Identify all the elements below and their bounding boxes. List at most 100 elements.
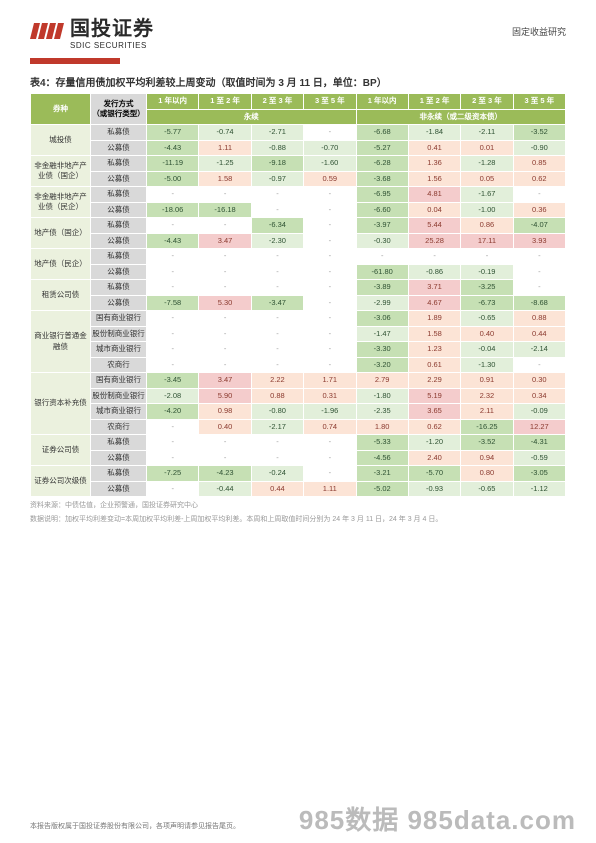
value-cell: 5.30 <box>199 295 251 311</box>
logo-en: SDIC SECURITIES <box>70 41 154 50</box>
value-cell: -4.43 <box>147 140 199 156</box>
value-cell: -1.28 <box>461 156 513 172</box>
value-cell: -1.30 <box>461 357 513 373</box>
value-cell: - <box>147 264 199 280</box>
value-cell: -5.02 <box>356 481 408 497</box>
value-cell: - <box>356 249 408 265</box>
value-cell: - <box>461 249 513 265</box>
value-cell: -7.58 <box>147 295 199 311</box>
value-cell: 1.89 <box>408 311 460 327</box>
value-cell: -5.33 <box>356 435 408 451</box>
value-cell: - <box>199 187 251 203</box>
value-cell: - <box>304 435 356 451</box>
value-cell: - <box>251 357 303 373</box>
subcategory-cell: 私募债 <box>91 249 147 265</box>
value-cell: -8.68 <box>513 295 565 311</box>
subcategory-cell: 股份制商业银行 <box>91 388 147 404</box>
table-row: 非金融非地产产 业债（民企）私募债-----6.954.81-1.67- <box>31 187 566 203</box>
logo-text: 国投证券 SDIC SECURITIES <box>70 12 154 50</box>
value-cell: -0.80 <box>251 404 303 420</box>
value-cell: -6.28 <box>356 156 408 172</box>
subcategory-cell: 国有商业银行 <box>91 311 147 327</box>
value-cell: - <box>513 264 565 280</box>
value-cell: - <box>251 249 303 265</box>
value-cell: -3.52 <box>513 125 565 141</box>
value-cell: -3.20 <box>356 357 408 373</box>
category-cell: 地产债（民企） <box>31 249 91 280</box>
value-cell: 0.86 <box>461 218 513 234</box>
table-source-note: 资料来源：中债估值，企业预警通，国投证券研究中心 <box>30 501 566 511</box>
category-cell: 非金融非地产产 业债（民企） <box>31 187 91 218</box>
value-cell: - <box>147 419 199 435</box>
table-data-note: 数据说明：加权平均利差变动=本周加权平均利差-上周加权平均利差。本周和上周取值时… <box>30 515 566 525</box>
value-cell: - <box>251 342 303 358</box>
header-accent-bar <box>30 58 120 64</box>
value-cell: - <box>147 311 199 327</box>
table-row: 城投债私募债-5.77-0.74-2.71--6.68-1.84-2.11-3.… <box>31 125 566 141</box>
subcategory-cell: 城市商业银行 <box>91 404 147 420</box>
value-cell: -0.09 <box>513 404 565 420</box>
value-cell: - <box>199 435 251 451</box>
category-cell: 证券公司次级债 <box>31 466 91 497</box>
value-cell: - <box>199 342 251 358</box>
value-cell: -1.20 <box>408 435 460 451</box>
table-row: 租赁公司债私募债-----3.893.71-3.25- <box>31 280 566 296</box>
value-cell: - <box>147 481 199 497</box>
value-cell: -2.11 <box>461 125 513 141</box>
value-cell: 2.29 <box>408 373 460 389</box>
value-cell: -16.25 <box>461 419 513 435</box>
value-cell: - <box>251 450 303 466</box>
value-cell: - <box>513 187 565 203</box>
header-category: 固定收益研究 <box>512 25 566 38</box>
value-cell: -3.89 <box>356 280 408 296</box>
table-row: 公募债--0.440.441.11-5.02-0.93-0.65-1.12 <box>31 481 566 497</box>
value-cell: -3.45 <box>147 373 199 389</box>
value-cell: 5.44 <box>408 218 460 234</box>
value-cell: 2.79 <box>356 373 408 389</box>
table-row: 银行资本补充债国有商业银行-3.453.472.221.712.792.290.… <box>31 373 566 389</box>
table-row: 证券公司债私募债-----5.33-1.20-3.52-4.31 <box>31 435 566 451</box>
value-cell: 2.32 <box>461 388 513 404</box>
value-cell: 0.36 <box>513 202 565 218</box>
subcategory-cell: 私募债 <box>91 466 147 482</box>
category-cell: 银行资本补充债 <box>31 373 91 435</box>
value-cell: -2.08 <box>147 388 199 404</box>
value-cell: -6.34 <box>251 218 303 234</box>
value-cell: 5.19 <box>408 388 460 404</box>
value-cell: -0.04 <box>461 342 513 358</box>
value-cell: - <box>147 326 199 342</box>
value-cell: -2.99 <box>356 295 408 311</box>
value-cell: -3.47 <box>251 295 303 311</box>
value-cell: - <box>199 311 251 327</box>
category-cell: 地产债（国企） <box>31 218 91 249</box>
value-cell: -0.44 <box>199 481 251 497</box>
value-cell: 12.27 <box>513 419 565 435</box>
table-title: 表4：存量信用债加权平均利差较上周变动（取值时间为 3 月 11 日，单位：BP… <box>30 74 566 89</box>
value-cell: 0.01 <box>461 140 513 156</box>
value-cell: -4.07 <box>513 218 565 234</box>
logo-cn: 国投证券 <box>70 12 154 41</box>
value-cell: -2.71 <box>251 125 303 141</box>
value-cell: 1.58 <box>408 326 460 342</box>
value-cell: - <box>199 326 251 342</box>
value-cell: 1.58 <box>199 171 251 187</box>
value-cell: 0.88 <box>251 388 303 404</box>
value-cell: 0.62 <box>513 171 565 187</box>
subcategory-cell: 私募债 <box>91 435 147 451</box>
value-cell: -0.19 <box>461 264 513 280</box>
value-cell: 1.23 <box>408 342 460 358</box>
value-cell: - <box>251 435 303 451</box>
table-row: 城市商业银行-----3.301.23-0.04-2.14 <box>31 342 566 358</box>
subcategory-cell: 农商行 <box>91 419 147 435</box>
value-cell: -0.90 <box>513 140 565 156</box>
group-nonperpetual: 非永续（或二级资本债） <box>356 109 566 125</box>
value-cell: - <box>147 357 199 373</box>
value-cell: -2.17 <box>251 419 303 435</box>
spread-table: 券种 发行方式 （或银行类型） 1 年以内 1 至 2 年 2 至 3 年 3 … <box>30 93 566 497</box>
table-row: 股份制商业银行-2.085.900.880.31-1.805.192.320.3… <box>31 388 566 404</box>
table-row: 公募债-7.585.30-3.47--2.994.67-6.73-8.68 <box>31 295 566 311</box>
category-cell: 商业银行普通金 融债 <box>31 311 91 373</box>
value-cell: 3.47 <box>199 373 251 389</box>
col-t6: 1 至 2 年 <box>408 94 460 110</box>
value-cell: - <box>304 357 356 373</box>
